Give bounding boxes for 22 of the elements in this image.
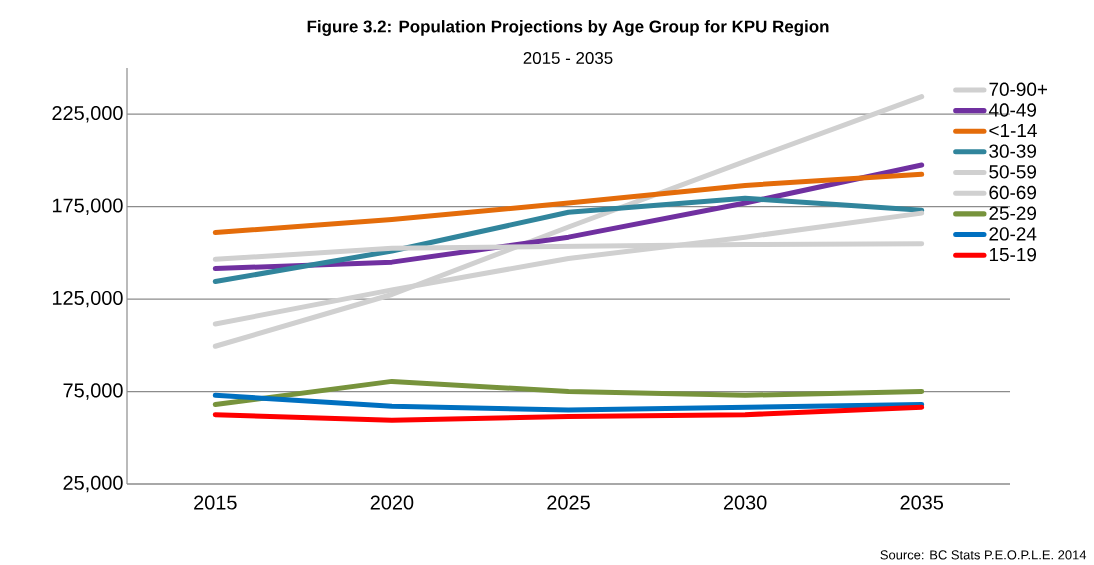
legend-label: 50-59	[989, 165, 1036, 179]
y-tick-label: 225,000	[52, 105, 123, 123]
chart-title: Figure 3.2: Population Projections by Age Group for KPU Region	[307, 20, 829, 36]
x-tick-label: 2035	[900, 495, 944, 510]
legend-label: 70-90+	[989, 82, 1048, 96]
x-tick-label: 2015	[194, 495, 237, 510]
legend-label: 30-39	[989, 144, 1036, 158]
source-note: Source: BC Stats P.E.O.P.L.E. 2014	[880, 550, 1087, 560]
legend-label: 25-29	[989, 206, 1036, 220]
y-tick-label: 75,000	[63, 383, 123, 400]
legend-label: 15-19	[989, 247, 1036, 262]
x-tick-label: 2030	[723, 495, 767, 510]
legend-label: <1-14	[989, 123, 1037, 137]
y-tick-label: 125,000	[52, 290, 123, 308]
legend-label: 60-69	[989, 185, 1036, 200]
x-tick-label: 2025	[547, 495, 590, 510]
y-tick-label: 175,000	[52, 198, 123, 215]
legend-label: 20-24	[989, 227, 1037, 241]
x-tick-label: 2020	[370, 495, 414, 510]
y-tick-label: 25,000	[63, 475, 123, 493]
legend-label: 40-49	[988, 103, 1036, 117]
chart-subtitle: 2015 - 2035	[523, 52, 613, 64]
